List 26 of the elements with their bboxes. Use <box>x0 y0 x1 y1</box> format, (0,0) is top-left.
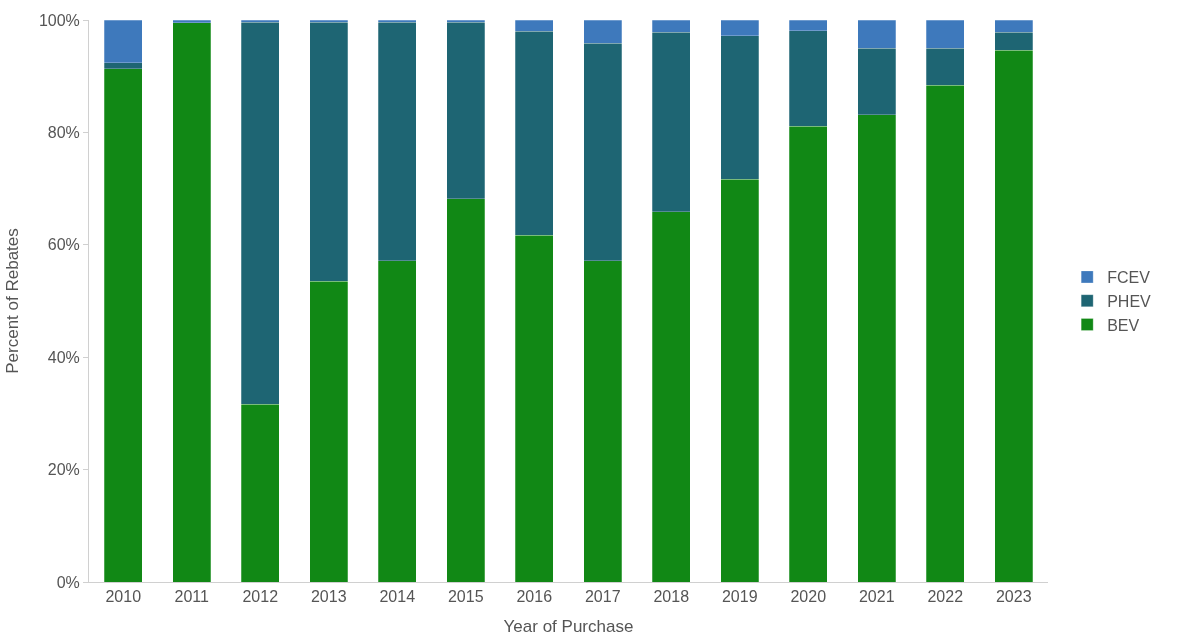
x-tick-label: 2013 <box>310 588 347 606</box>
x-tick-label: 2010 <box>105 588 142 606</box>
legend-label: PHEV <box>1107 292 1152 310</box>
y-tick-label: 20% <box>47 461 80 479</box>
x-tick-label: 2022 <box>927 588 964 606</box>
x-tick-label: 2021 <box>858 588 895 606</box>
y-tick-label: 80% <box>47 124 80 141</box>
x-tick-label: 2018 <box>653 588 690 606</box>
x-tick-label: 2017 <box>584 588 621 606</box>
x-tick-label: 2012 <box>242 588 279 606</box>
x-axis-title: Year of Purchase <box>503 616 634 636</box>
x-tick-label: 2019 <box>721 588 758 606</box>
y-tick-label: 60% <box>47 236 80 254</box>
x-tick-label: 2014 <box>379 588 416 606</box>
y-tick-label: 100% <box>38 11 80 29</box>
y-tick-label: 0% <box>56 573 80 591</box>
y-tick-label: 40% <box>47 348 80 366</box>
bar <box>172 22 211 582</box>
x-tick-label: 2015 <box>447 588 484 606</box>
x-tick-label: 2023 <box>995 588 1032 606</box>
legend-label: FCEV <box>1107 269 1151 287</box>
x-tick-label: 2011 <box>174 588 210 606</box>
y-axis-title: Percent of Rebates <box>3 228 23 374</box>
x-tick-label: 2016 <box>516 588 553 606</box>
legend-label: BEV <box>1107 316 1140 334</box>
x-tick-label: 2020 <box>790 588 827 606</box>
